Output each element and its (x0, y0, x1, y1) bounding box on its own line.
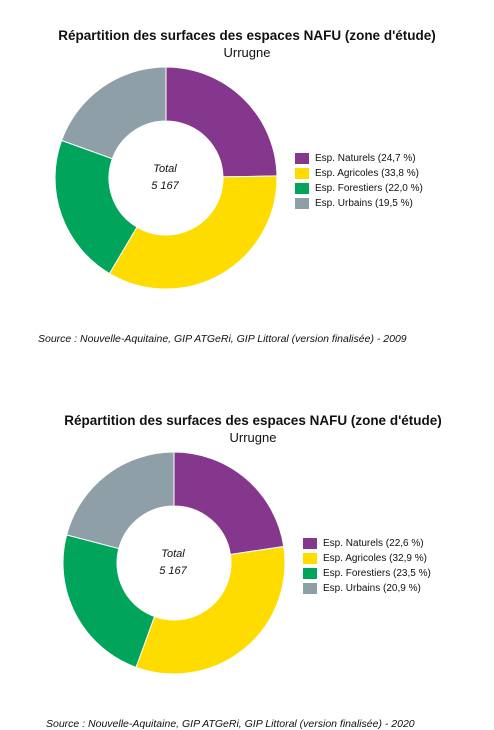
center-label-title: Total (153, 163, 177, 175)
legend-swatch (295, 183, 309, 194)
legend-item-forestiers[interactable]: Esp. Forestiers (22,0 %) (295, 181, 423, 196)
legend-item-urbains[interactable]: Esp. Urbains (20,9 %) (303, 581, 431, 596)
slice-forestiers[interactable] (54, 139, 138, 275)
donut-chart (54, 66, 278, 290)
plot-area: Total 5 167 Esp. Naturels (22,6 %) Esp. … (0, 450, 494, 730)
legend-item-agricoles[interactable]: Esp. Agricoles (33,8 %) (295, 166, 423, 181)
chart-subtitle: Urrugne (223, 45, 271, 60)
legend-item-urbains[interactable]: Esp. Urbains (19,5 %) (295, 196, 423, 211)
center-label-value: 5 167 (159, 565, 187, 577)
legend: Esp. Naturels (24,7 %) Esp. Agricoles (3… (295, 151, 423, 211)
slice-naturels[interactable] (173, 451, 285, 556)
legend-label: Esp. Forestiers (22,0 %) (315, 183, 423, 194)
legend-label: Esp. Naturels (24,7 %) (315, 153, 416, 164)
legend-swatch (303, 553, 317, 564)
slice-urbains[interactable] (66, 451, 175, 550)
chart-title: Répartition des surfaces des espaces NAF… (64, 413, 442, 428)
legend-label: Esp. Naturels (22,6 %) (323, 538, 424, 549)
legend-label: Esp. Urbains (19,5 %) (315, 198, 413, 209)
chart-2020: Répartition des surfaces des espaces NAF… (0, 413, 494, 730)
chart-title: Répartition des surfaces des espaces NAF… (58, 28, 436, 43)
slice-forestiers[interactable] (62, 534, 156, 668)
legend-swatch (303, 583, 317, 594)
legend-label: Esp. Agricoles (33,8 %) (315, 168, 419, 179)
center-label: Total 5 167 (125, 161, 205, 195)
legend-swatch (295, 168, 309, 179)
center-label-value: 5 167 (151, 180, 179, 192)
center-label-title: Total (161, 548, 185, 560)
legend-swatch (295, 153, 309, 164)
center-label: Total 5 167 (133, 546, 213, 580)
legend-swatch (295, 198, 309, 209)
legend-item-naturels[interactable]: Esp. Naturels (22,6 %) (303, 536, 431, 551)
slice-naturels[interactable] (165, 66, 278, 178)
legend-label: Esp. Agricoles (32,9 %) (323, 553, 427, 564)
slice-urbains[interactable] (60, 66, 167, 160)
plot-area: Total 5 167 Esp. Naturels (24,7 %) Esp. … (0, 65, 494, 345)
slice-agricoles[interactable] (108, 175, 278, 290)
legend-item-agricoles[interactable]: Esp. Agricoles (32,9 %) (303, 551, 431, 566)
chart-subtitle: Urrugne (229, 430, 277, 445)
legend-label: Esp. Urbains (20,9 %) (323, 583, 421, 594)
chart-2009: Répartition des surfaces des espaces NAF… (0, 28, 494, 345)
legend-swatch (303, 568, 317, 579)
donut-chart (62, 451, 286, 675)
legend-label: Esp. Forestiers (23,5 %) (323, 568, 431, 579)
legend-item-forestiers[interactable]: Esp. Forestiers (23,5 %) (303, 566, 431, 581)
legend-item-naturels[interactable]: Esp. Naturels (24,7 %) (295, 151, 423, 166)
legend: Esp. Naturels (22,6 %) Esp. Agricoles (3… (303, 536, 431, 596)
slice-agricoles[interactable] (135, 545, 286, 675)
source-note: Source : Nouvelle-Aquitaine, GIP ATGeRi,… (38, 333, 407, 345)
legend-swatch (303, 538, 317, 549)
source-note: Source : Nouvelle-Aquitaine, GIP ATGeRi,… (46, 718, 415, 730)
